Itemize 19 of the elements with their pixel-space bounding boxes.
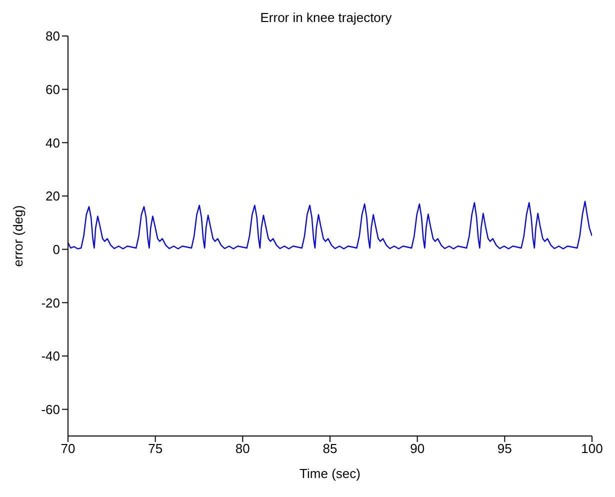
x-tick-label: 90 — [410, 441, 425, 456]
x-tick-label: 75 — [148, 441, 163, 456]
y-tick-label: 0 — [52, 242, 60, 257]
x-axis-title: Time (sec) — [300, 466, 360, 481]
x-tick-label: 95 — [497, 441, 512, 456]
y-axis-title: error (deg) — [10, 205, 26, 267]
y-tick-label: 20 — [46, 188, 60, 204]
line-series — [68, 200, 592, 250]
y-tick-label: 80 — [46, 28, 60, 44]
y-tick-label: -60 — [41, 402, 60, 417]
y-tick-label: -20 — [41, 295, 60, 310]
x-tick-label: 80 — [235, 441, 250, 456]
chart-title: Error in knee trajectory — [259, 9, 393, 27]
y-tick-label: 40 — [46, 135, 60, 150]
x-tick-label: 100 — [581, 441, 603, 456]
y-tick-label: -40 — [41, 348, 60, 364]
y-tick-label: 60 — [46, 82, 60, 97]
x-tick-label: 85 — [322, 441, 338, 456]
x-tick-label: 70 — [60, 441, 76, 456]
